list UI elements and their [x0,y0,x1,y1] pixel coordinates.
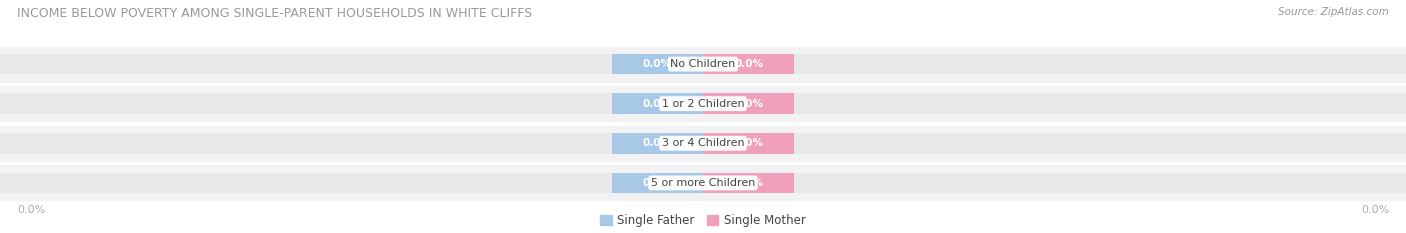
Bar [612,133,703,154]
Bar [703,93,1406,114]
Bar [612,173,703,193]
Bar [0,86,1406,121]
Text: 0.0%: 0.0% [734,59,763,69]
Bar [703,93,794,114]
Bar [703,133,1406,154]
Bar [0,93,703,114]
Text: 3 or 4 Children: 3 or 4 Children [662,138,744,148]
Bar [0,54,703,74]
Bar [0,133,703,154]
Text: 0.0%: 0.0% [17,205,45,215]
Text: 0.0%: 0.0% [1361,205,1389,215]
Text: 0.0%: 0.0% [734,178,763,188]
Text: 5 or more Children: 5 or more Children [651,178,755,188]
Bar [703,173,1406,193]
Text: 0.0%: 0.0% [643,178,672,188]
Bar [703,54,1406,74]
Bar [703,173,794,193]
Bar [612,54,703,74]
Bar [703,133,794,154]
Text: 0.0%: 0.0% [643,59,672,69]
Text: 0.0%: 0.0% [734,99,763,109]
Text: Source: ZipAtlas.com: Source: ZipAtlas.com [1278,7,1389,17]
Text: No Children: No Children [671,59,735,69]
Text: 1 or 2 Children: 1 or 2 Children [662,99,744,109]
Bar [0,126,1406,161]
Legend: Single Father, Single Mother: Single Father, Single Mother [600,214,806,227]
Text: 0.0%: 0.0% [734,138,763,148]
Bar [0,165,1406,200]
Text: INCOME BELOW POVERTY AMONG SINGLE-PARENT HOUSEHOLDS IN WHITE CLIFFS: INCOME BELOW POVERTY AMONG SINGLE-PARENT… [17,7,531,20]
Bar [0,173,703,193]
Bar [612,93,703,114]
Text: 0.0%: 0.0% [643,99,672,109]
Bar [0,47,1406,82]
Bar [703,54,794,74]
Text: 0.0%: 0.0% [643,138,672,148]
